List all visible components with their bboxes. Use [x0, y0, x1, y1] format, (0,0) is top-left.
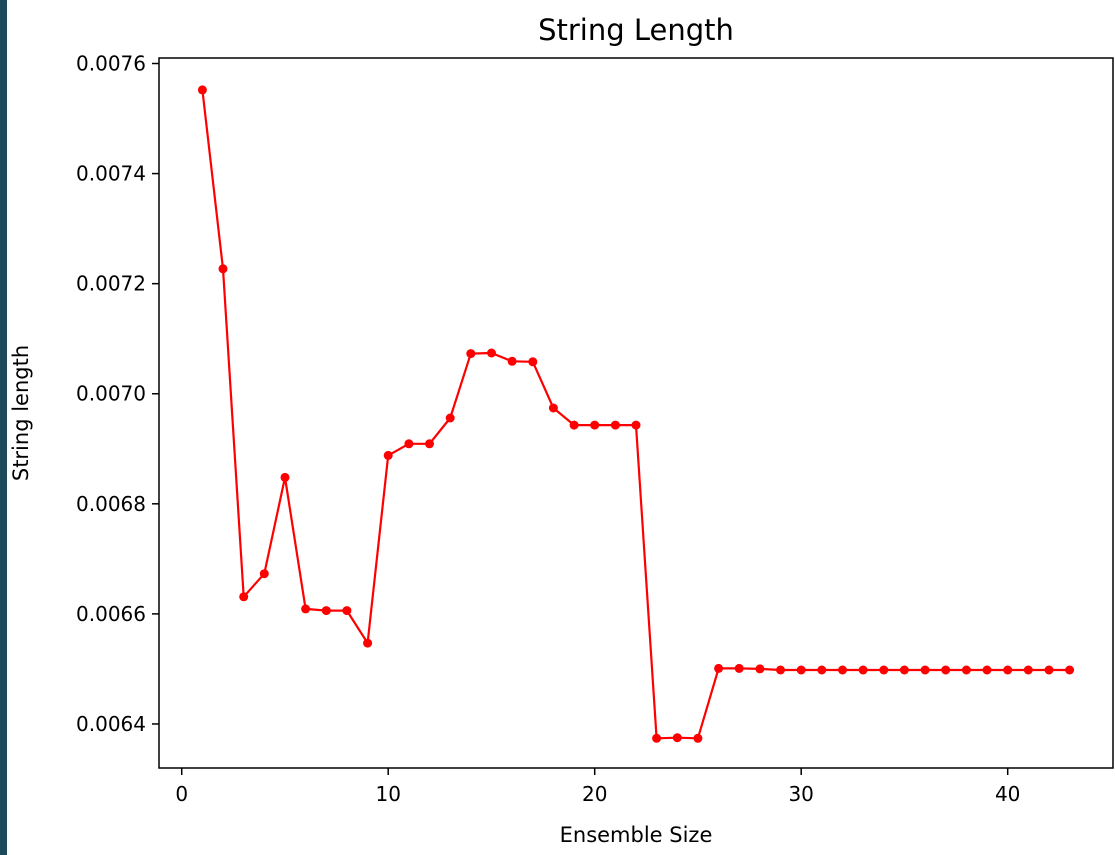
- data-point: [776, 665, 785, 675]
- data-point: [487, 348, 496, 358]
- data-point: [321, 606, 331, 616]
- x-tick-label: 40: [995, 782, 1020, 806]
- data-point: [259, 569, 269, 579]
- data-point: [466, 349, 476, 359]
- data-point: [672, 733, 682, 743]
- data-point: [652, 733, 662, 743]
- data-point: [734, 663, 744, 673]
- data-point: [982, 665, 992, 675]
- data-point: [301, 604, 311, 614]
- data-point: [218, 264, 228, 274]
- data-point: [838, 665, 847, 675]
- data-point: [610, 420, 620, 430]
- data-point: [879, 665, 889, 675]
- x-tick-label: 30: [788, 782, 813, 806]
- data-point: [342, 606, 352, 616]
- data-point: [425, 439, 434, 449]
- data-point: [404, 439, 414, 449]
- series-markers: [197, 85, 1075, 743]
- data-point: [569, 420, 579, 430]
- y-axis-label: String length: [9, 345, 33, 481]
- data-point: [899, 665, 909, 675]
- data-point: [548, 403, 558, 413]
- data-point: [755, 664, 765, 674]
- data-point: [714, 663, 724, 673]
- data-point: [920, 665, 930, 675]
- data-point: [197, 85, 207, 95]
- data-point: [280, 472, 290, 482]
- data-point: [590, 420, 600, 430]
- data-point: [796, 665, 806, 675]
- data-point: [693, 733, 703, 743]
- data-point: [1044, 665, 1054, 675]
- data-point: [1003, 665, 1013, 675]
- y-tick-label: 0.0064: [76, 712, 146, 736]
- data-point: [941, 665, 951, 675]
- y-tick-label: 0.0074: [76, 162, 146, 186]
- x-tick-label: 0: [175, 782, 188, 806]
- y-tick-label: 0.0068: [76, 492, 146, 516]
- data-point: [631, 420, 641, 430]
- data-point: [363, 638, 373, 648]
- chart-title: String Length: [538, 13, 734, 47]
- x-axis-label: Ensemble Size: [560, 823, 713, 847]
- data-point: [445, 413, 455, 423]
- window-edge-strip: [0, 0, 7, 855]
- y-tick-label: 0.0076: [76, 52, 146, 76]
- data-point: [817, 665, 827, 675]
- x-axis-ticks: 0 10 20 30 40: [175, 768, 1020, 806]
- data-point: [1023, 665, 1033, 675]
- plot-area-frame: [158, 57, 1114, 769]
- data-point: [961, 665, 971, 675]
- y-tick-label: 0.0072: [76, 272, 146, 296]
- data-point: [1065, 665, 1075, 675]
- data-point: [239, 592, 249, 602]
- data-point: [528, 357, 538, 367]
- x-tick-label: 10: [375, 782, 400, 806]
- y-tick-label: 0.0066: [76, 602, 146, 626]
- series-line: [201, 89, 1070, 740]
- data-point: [507, 356, 517, 366]
- x-tick-label: 20: [582, 782, 607, 806]
- data-point: [858, 665, 868, 675]
- data-point: [383, 450, 393, 460]
- y-axis-ticks: 0.0064 0.0066 0.0068 0.0070 0.0072 0.0074 0.00…: [76, 52, 159, 736]
- y-tick-label: 0.0070: [76, 382, 146, 406]
